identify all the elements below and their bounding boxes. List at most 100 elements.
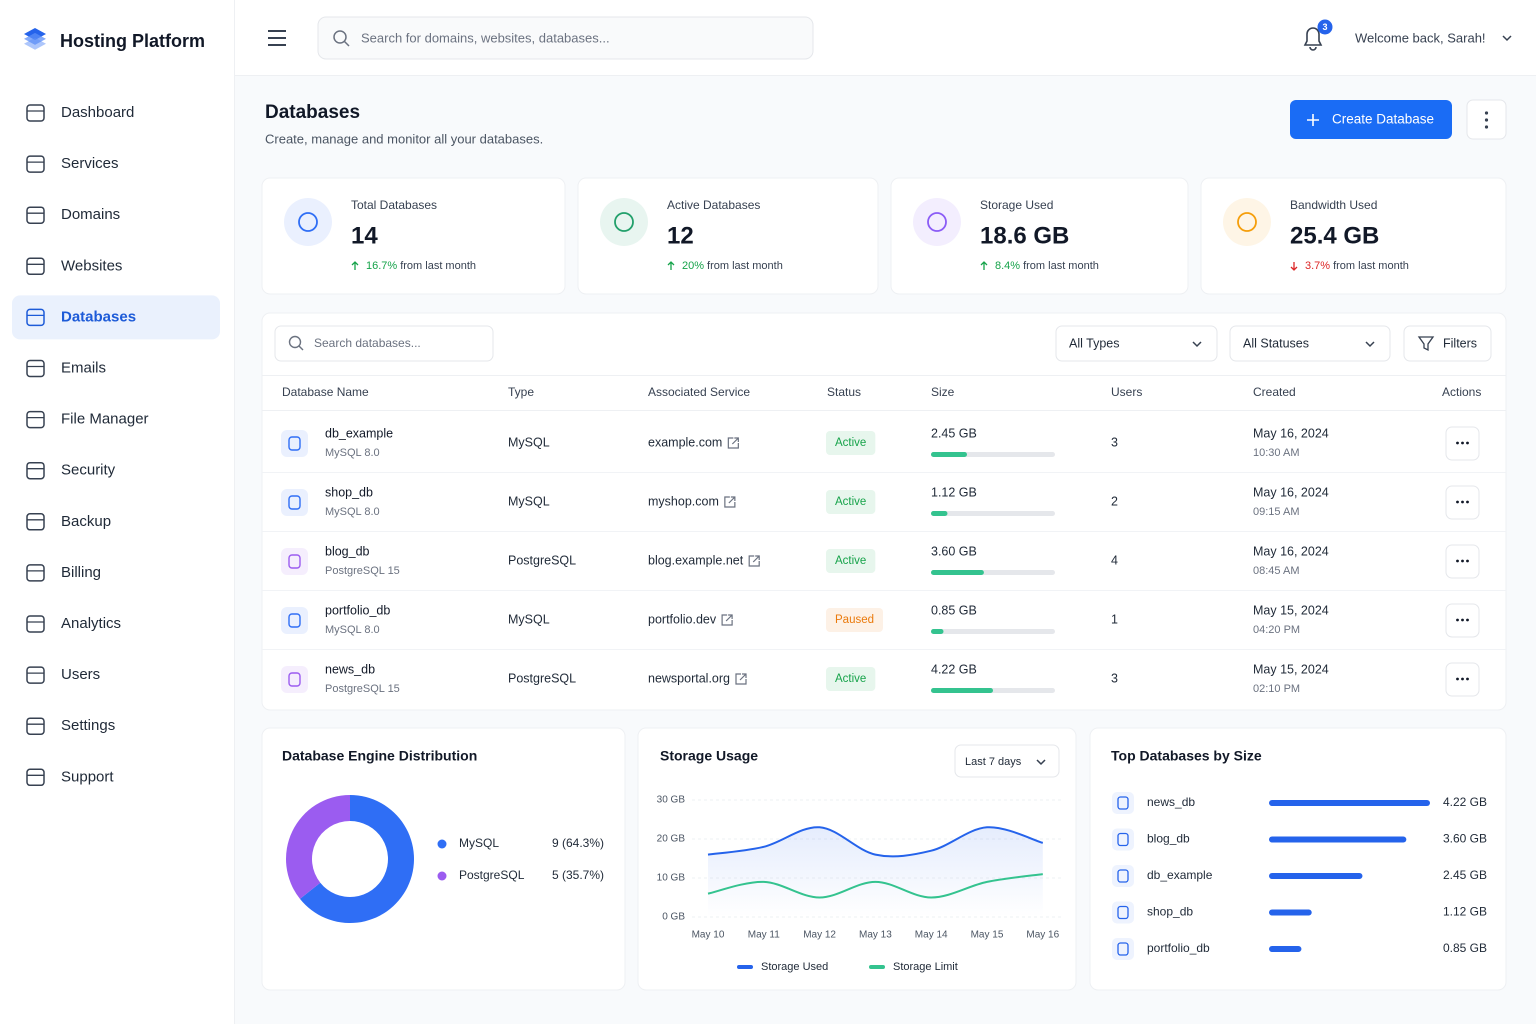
trend-arrow [980, 261, 988, 270]
nav-item[interactable]: Users [61, 666, 100, 683]
nav-item[interactable]: Websites [61, 257, 122, 274]
external-link-icon[interactable] [735, 673, 747, 685]
status-label: Active [835, 437, 866, 449]
nav-item[interactable]: Emails [61, 359, 106, 376]
created-date: May 15, 2024 [1253, 603, 1329, 617]
external-link-icon[interactable] [721, 614, 733, 626]
db-type: PostgreSQL [508, 671, 576, 685]
nav-item[interactable]: Dashboard [61, 104, 134, 121]
nav-icon [26, 410, 45, 429]
stat-icon-bg [1223, 198, 1271, 246]
stat-card [890, 177, 1189, 295]
external-link-icon[interactable] [724, 496, 736, 508]
notification-count: 3 [1322, 22, 1327, 32]
db-icon-bg [1112, 828, 1134, 851]
x-tick-label: May 10 [692, 930, 725, 941]
status-label: Paused [835, 614, 874, 626]
global-search-placeholder: Search for domains, websites, databases.… [361, 30, 610, 45]
column-header: Users [1111, 385, 1142, 399]
type-filter-label: All Types [1069, 336, 1120, 350]
legend-label: PostgreSQL [459, 868, 525, 882]
y-tick-label: 30 GB [657, 795, 686, 806]
size-bar [931, 452, 967, 457]
filters-button[interactable] [1403, 325, 1492, 362]
nav-item[interactable]: Security [61, 462, 116, 479]
nav-icon [26, 717, 45, 735]
stat-change-note: from last month [1023, 260, 1099, 272]
created-date: May 16, 2024 [1253, 426, 1329, 440]
x-tick-label: May 14 [915, 930, 948, 941]
size-track [931, 511, 1055, 516]
created-time: 10:30 AM [1253, 447, 1299, 459]
stat-label: Bandwidth Used [1290, 198, 1377, 212]
db-service: example.com [648, 435, 722, 449]
status-label: Active [835, 673, 866, 685]
bar-value-label: 1.12 GB [1443, 905, 1487, 919]
created-time: 08:45 AM [1253, 565, 1299, 577]
external-link-icon[interactable] [727, 437, 739, 449]
nav-active-bg [12, 295, 220, 340]
external-link-icon[interactable] [748, 555, 760, 567]
stat-icon-bg [600, 198, 648, 246]
nav-item[interactable]: Databases [61, 308, 136, 325]
nav-item[interactable]: Domains [61, 206, 120, 223]
more-dot [1456, 559, 1459, 563]
nav-icon [26, 666, 45, 684]
x-tick-label: May 15 [971, 930, 1004, 941]
chart-title: Database Engine Distribution [282, 748, 477, 764]
x-tick-label: May 12 [803, 930, 836, 941]
status-pill [826, 431, 876, 455]
legend-dot [437, 871, 447, 881]
nav-item[interactable]: Services [61, 155, 119, 172]
nav-item[interactable]: Settings [61, 717, 115, 734]
create-button[interactable] [1290, 100, 1452, 139]
status-pill [826, 667, 876, 691]
stat-card [261, 177, 566, 295]
bar-category: db_example [1147, 868, 1213, 882]
nav-icon [26, 104, 45, 122]
nav-item[interactable]: File Manager [61, 411, 149, 428]
table-search[interactable] [274, 325, 494, 362]
nav-item[interactable]: Billing [61, 564, 101, 581]
nav-icon [26, 206, 45, 224]
chart-card [1089, 727, 1507, 991]
size-track [931, 629, 1055, 634]
status-filter[interactable] [1229, 325, 1391, 362]
stat-change: 16.7% [366, 260, 397, 272]
type-filter[interactable] [1055, 325, 1218, 362]
db-icon-bg [281, 607, 308, 634]
status-pill [826, 608, 884, 632]
x-tick-label: May 16 [1026, 930, 1059, 941]
bar-value-label: 4.22 GB [1443, 795, 1487, 809]
db-icon [288, 495, 301, 510]
more-dot [1484, 125, 1489, 129]
donut-segment [286, 795, 350, 899]
created-time: 09:15 AM [1253, 506, 1299, 518]
range-selector[interactable] [954, 744, 1060, 778]
legend-label: Storage Used [761, 961, 828, 973]
bar [1269, 836, 1407, 843]
stat-change-note: from last month [400, 260, 476, 272]
nav-item[interactable]: Backup [61, 513, 111, 530]
nav-item[interactable]: Analytics [61, 615, 121, 632]
bar [1269, 909, 1312, 916]
search-icon-handle [298, 345, 304, 351]
welcome-text: Welcome back, Sarah! [1355, 30, 1486, 45]
global-search[interactable] [317, 16, 814, 60]
nav-item[interactable]: Support [61, 768, 114, 785]
db-icon-bg [1112, 901, 1134, 924]
db-icon [1117, 869, 1129, 883]
bar-value-label: 2.45 GB [1443, 868, 1487, 882]
more-dot [1456, 677, 1459, 681]
nav-icon [26, 513, 45, 531]
db-icon-bg [281, 666, 308, 693]
nav-icon [26, 564, 45, 582]
brand-name: Hosting Platform [60, 31, 205, 51]
bell-icon[interactable] [1303, 27, 1323, 51]
legend-swatch [869, 965, 885, 969]
created-date: May 16, 2024 [1253, 544, 1329, 558]
db-name: shop_db [325, 485, 373, 499]
db-name: blog_db [325, 544, 370, 558]
more-dot [1484, 118, 1489, 122]
more-dot [1466, 618, 1469, 622]
